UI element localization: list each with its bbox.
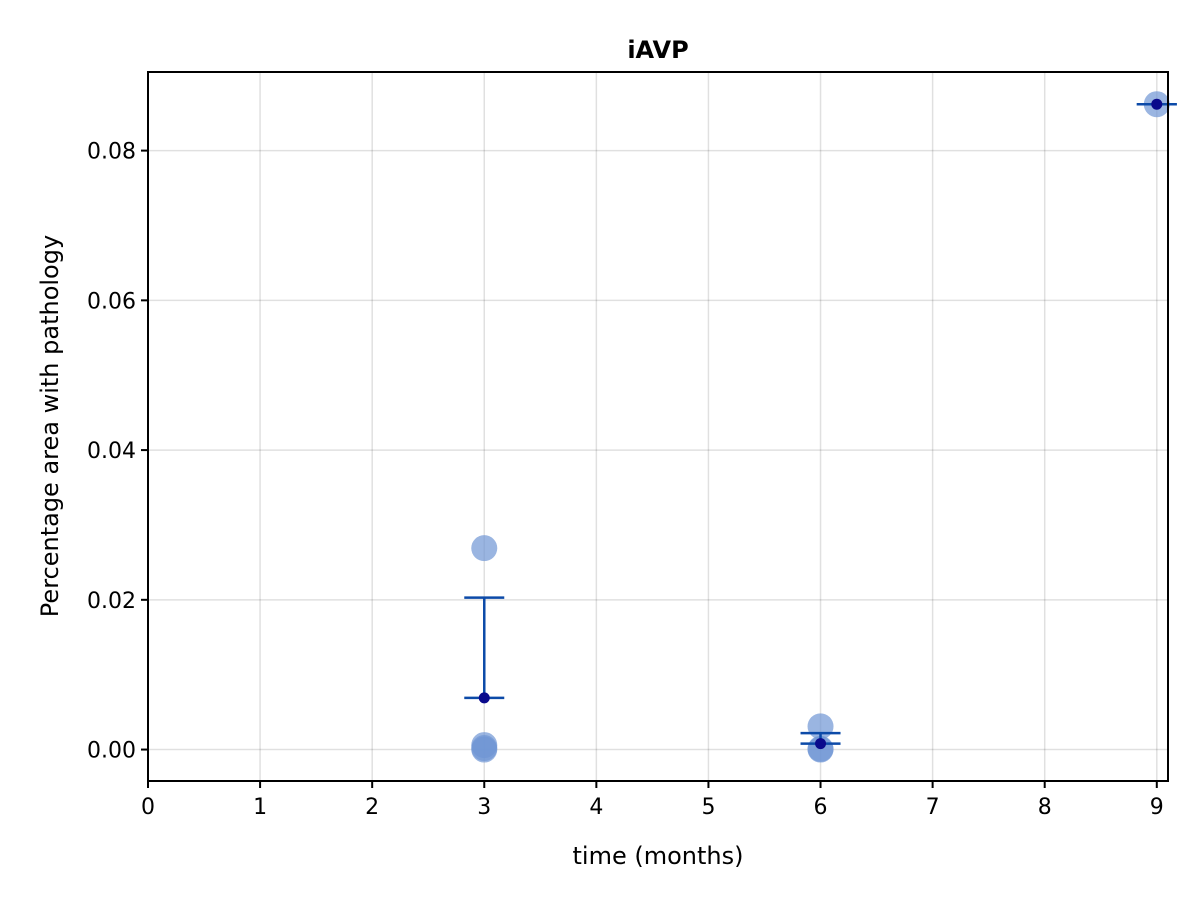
x-tick-label: 1: [253, 795, 267, 820]
y-tick-label: 0.02: [87, 589, 136, 614]
y-tick-label: 0.06: [87, 289, 136, 314]
axis-ticks: 0 1 2 3 4 5 6 7 8 9 0.00 0.02 0.04 0.06 0.08: [87, 140, 1164, 820]
x-axis-label: time (months): [573, 842, 744, 870]
x-tick-label: 9: [1150, 795, 1164, 820]
mean-point: [1151, 98, 1163, 110]
y-tick-label: 0.00: [87, 739, 136, 764]
mean-point: [478, 692, 490, 704]
mean-point: [815, 738, 827, 750]
x-tick-label: 8: [1038, 795, 1052, 820]
x-tick-label: 6: [814, 795, 828, 820]
individual-point: [471, 535, 498, 562]
individual-point: [471, 736, 498, 763]
x-tick-label: 4: [589, 795, 603, 820]
x-tick-label: 0: [141, 795, 155, 820]
x-tick-label: 2: [365, 795, 379, 820]
x-tick-label: 5: [701, 795, 715, 820]
y-axis-label: Percentage area with pathology: [36, 235, 64, 617]
grid-lines: [147, 72, 1168, 781]
y-tick-label: 0.08: [87, 140, 136, 165]
plot-frame: [147, 71, 1169, 782]
x-tick-label: 7: [926, 795, 940, 820]
mean-markers: [464, 98, 1177, 750]
y-tick-label: 0.04: [87, 439, 136, 464]
x-tick-label: 3: [477, 795, 491, 820]
chart-title: iAVP: [627, 36, 688, 64]
